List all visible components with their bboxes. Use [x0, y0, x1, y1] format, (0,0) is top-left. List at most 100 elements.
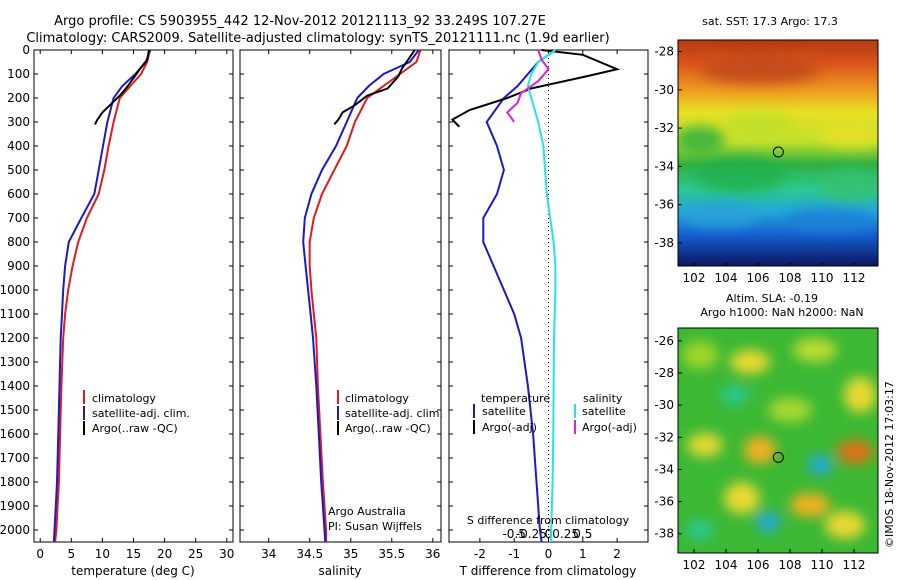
depth-tick-labels: 0 100 200 300 400 500 600 700 800 900 1000 1100 1200… — [0, 43, 233, 537]
depth-tick-label: 2000 — [0, 523, 30, 537]
lon-tick-label: 104 — [715, 271, 738, 285]
x-tick-label: 25 — [188, 547, 203, 561]
t-difference-tick-labels: -2 -1 0 1 2 — [449, 49, 648, 561]
lon-tick-label: 102 — [683, 558, 706, 572]
x-tick-label: 5 — [67, 547, 75, 561]
annotation-line-2: PI: Susan Wijffels — [328, 520, 422, 533]
depth-tick-label: 1900 — [0, 499, 30, 513]
legend-label-climatology: climatology — [92, 392, 156, 405]
s-difference-tick-labels: -0.5-0.250 0.250.5 — [502, 527, 592, 541]
lat-tick-label: -30 — [654, 83, 674, 97]
lat-tick-label: -32 — [654, 430, 674, 444]
lon-tick-label: 102 — [683, 271, 706, 285]
depth-tick-label: 1700 — [0, 451, 30, 465]
x-tick-label: 10 — [95, 547, 110, 561]
lat-tick-label: -38 — [654, 236, 674, 250]
x-tick-label: -2 — [474, 547, 486, 561]
legend-label-t-satellite: satellite — [482, 405, 526, 418]
depth-tick-label: 1300 — [0, 355, 30, 369]
sla-map-title-2: Argo h1000: NaN h2000: NaN — [700, 306, 863, 319]
depth-tick-label: 1200 — [0, 331, 30, 345]
sla-lat-tick-labels: -26 -28 -30 -32 -34 -36 -38 — [654, 334, 682, 541]
temperature-legend: climatology satellite-adj. clim. Argo(..… — [83, 390, 190, 435]
s-tick-label: 0.25 — [552, 527, 579, 541]
temperature-panel: 0100200300400500600700800900100011001200… — [0, 43, 234, 578]
s-difference-label: S difference from climatology — [467, 514, 630, 527]
lon-tick-label: 112 — [843, 558, 866, 572]
sla-heatmap — [678, 328, 878, 553]
difference-lines — [450, 49, 621, 543]
x-tick-label: 34.5 — [296, 547, 323, 561]
depth-tick-label: 500 — [7, 163, 30, 177]
series-line-climatology — [54, 49, 151, 543]
difference-panel: -2 -1 0 1 2 -0.5-0.250 0.250.5 S difference f… — [448, 49, 649, 578]
lon-tick-label: 106 — [747, 558, 770, 572]
sla-map-title-1: Altim. SLA: -0.19 — [726, 292, 818, 305]
legend-label-satellite: satellite-adj. clim. — [345, 407, 443, 420]
salinity-xlabel: salinity — [318, 564, 361, 578]
depth-tick-label: 1000 — [0, 283, 30, 297]
lat-tick-label: -36 — [654, 198, 674, 212]
sla-map-panel: Altim. SLA: -0.19 Argo h1000: NaN h2000:… — [654, 292, 879, 572]
temperature-lines — [52, 49, 152, 543]
x-tick-label: 35.5 — [378, 547, 405, 561]
depth-tick-label: 900 — [7, 259, 30, 273]
series-line-argo-adj- — [450, 49, 621, 128]
lon-tick-label: 110 — [811, 558, 834, 572]
sst-map-box — [677, 39, 879, 267]
difference-axes-box — [448, 49, 649, 543]
x-tick-label: 20 — [157, 547, 172, 561]
x-tick-label: 0 — [545, 547, 553, 561]
lat-tick-label: -34 — [654, 462, 674, 476]
sst-map-panel: sat. SST: 17.3 Argo: 17.3 102 104 106 108 11… — [654, 15, 879, 285]
x-tick-label: 30 — [219, 547, 234, 561]
x-tick-label: -1 — [508, 547, 520, 561]
s-tick-label: 0 — [545, 527, 553, 541]
sla-lon-tick-labels: 102 104 106 108 110 112 — [683, 549, 866, 572]
imos-credit: ©IMOS 18-Nov-2012 17:03:17 — [883, 381, 896, 548]
legend-label-t-argo: Argo(-adj) — [482, 421, 537, 434]
salinity-axes-box — [239, 49, 442, 543]
sla-map-box — [677, 327, 879, 554]
sst-lat-tick-labels: -28 -30 -32 -34 -36 -38 — [654, 44, 682, 250]
lon-tick-label: 112 — [843, 271, 866, 285]
lat-tick-label: -30 — [654, 398, 674, 412]
temperature-tick-labels: 0 5 10 15 20 25 30 — [36, 50, 234, 561]
depth-tick-label: 200 — [7, 91, 30, 105]
annotation-line-1: Argo Australia — [328, 505, 406, 518]
depth-tick-label: 1800 — [0, 475, 30, 489]
argo-position-marker — [772, 451, 784, 463]
depth-tick-label: 1100 — [0, 307, 30, 321]
temperature-xlabel: temperature (deg C) — [71, 564, 194, 578]
x-tick-label: 15 — [126, 547, 141, 561]
lat-tick-label: -26 — [654, 334, 674, 348]
depth-tick-label: 300 — [7, 115, 30, 129]
lon-tick-label: 108 — [779, 271, 802, 285]
series-line-argo-adj- — [505, 49, 550, 123]
x-tick-label: 0 — [36, 547, 44, 561]
x-tick-label: 35 — [343, 547, 358, 561]
title-line-2: Climatology: CARS2009. Satellite-adjuste… — [26, 31, 609, 46]
legend-label-s-satellite: satellite — [582, 405, 626, 418]
sst-heatmap — [678, 40, 878, 266]
series-line-climatology — [308, 49, 422, 542]
depth-tick-label: 1500 — [0, 403, 30, 417]
depth-tick-label: 800 — [7, 235, 30, 249]
lon-tick-label: 110 — [811, 271, 834, 285]
x-tick-label: 2 — [613, 547, 621, 561]
legend-label-argo: Argo(..raw -QC) — [92, 422, 178, 435]
depth-tick-label: 400 — [7, 139, 30, 153]
lon-tick-label: 106 — [747, 271, 770, 285]
series-line-satellite-adj-clim- — [52, 49, 152, 543]
lat-tick-label: -36 — [654, 495, 674, 509]
depth-tick-label: 0 — [22, 43, 30, 57]
lat-tick-label: -34 — [654, 159, 674, 173]
legend-label-satellite: satellite-adj. clim. — [92, 407, 190, 420]
x-tick-label: 1 — [579, 547, 587, 561]
depth-tick-label: 700 — [7, 211, 30, 225]
s-tick-label: -0.25 — [516, 527, 547, 541]
legend-label-climatology: climatology — [345, 392, 409, 405]
lon-tick-label: 108 — [779, 558, 802, 572]
lat-tick-label: -38 — [654, 527, 674, 541]
